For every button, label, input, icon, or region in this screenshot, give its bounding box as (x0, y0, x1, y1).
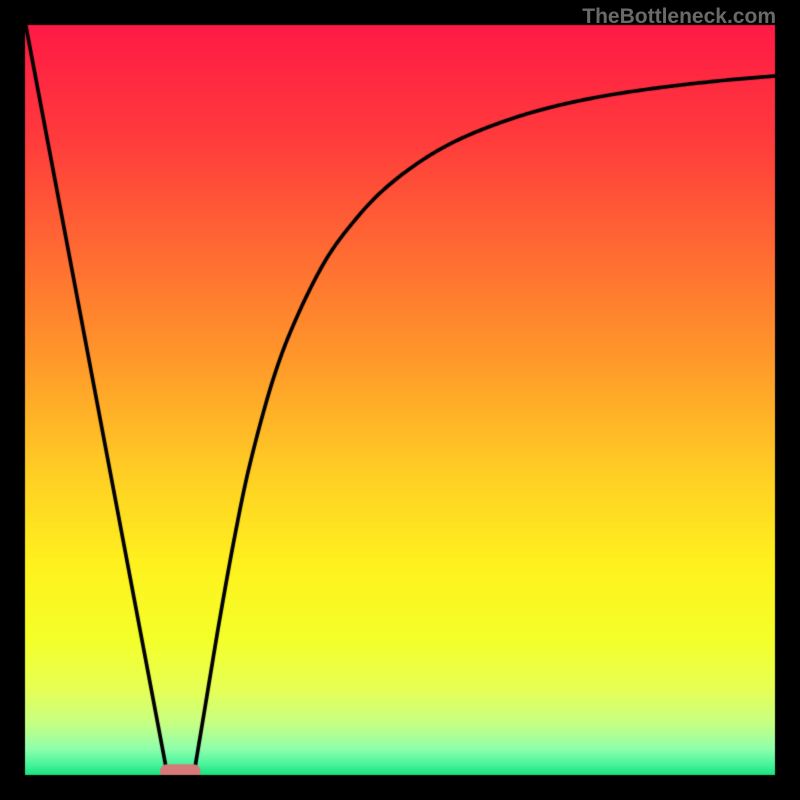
watermark-text: TheBottleneck.com (582, 5, 776, 29)
bottleneck-chart (0, 0, 800, 800)
chart-container: TheBottleneck.com (0, 0, 800, 800)
